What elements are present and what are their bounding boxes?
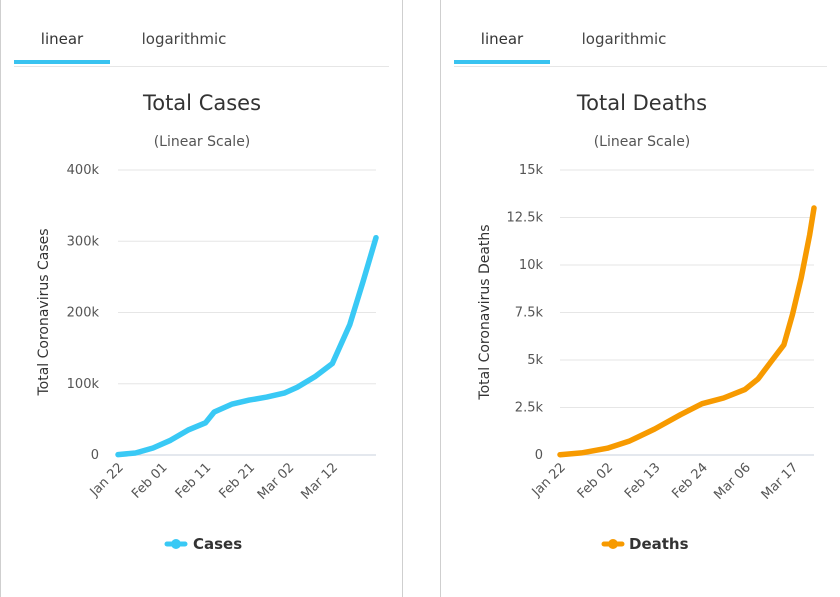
y-tick-label: 400k (67, 163, 100, 178)
chart-title: Total Deaths (576, 91, 707, 115)
tab-logarithmic[interactable]: logarithmic (141, 30, 227, 48)
legend[interactable]: Cases (164, 535, 242, 553)
x-tick-label: Mar 06 (711, 460, 754, 503)
y-tick-label: 15k (519, 163, 544, 178)
chart-title: Total Cases (142, 91, 261, 115)
y-tick-label: 5k (527, 353, 543, 368)
y-tick-label: 200k (67, 306, 100, 321)
tab-linear[interactable]: linear (454, 22, 550, 64)
grid-lines (118, 169, 376, 456)
y-axis-ticks: 0 100k 200k 300k 400k (67, 163, 100, 463)
x-tick-label: Mar 12 (299, 460, 342, 503)
x-tick-label: Feb 24 (669, 460, 711, 502)
series-line-deaths[interactable] (557, 205, 817, 458)
y-tick-label: 100k (67, 377, 100, 392)
scale-tabs: linear logarithmic (454, 22, 827, 67)
tab-logarithmic[interactable]: logarithmic (581, 30, 667, 48)
y-tick-label: 0 (91, 448, 99, 463)
grid-lines (560, 169, 814, 456)
y-axis-ticks: 0 2.5k 5k 7.5k 10k 12.5k 15k (507, 163, 544, 463)
y-axis-label: Total Coronavirus Deaths (477, 224, 493, 400)
x-tick-label: Feb 13 (622, 460, 664, 502)
y-tick-label: 300k (67, 234, 100, 249)
deaths-chart-panel: linear logarithmic Total Deaths (Linear … (440, 0, 840, 597)
plot-area (115, 234, 379, 458)
chart-subtitle: (Linear Scale) (154, 134, 251, 150)
legend-marker-cases (171, 539, 181, 549)
series-line-cases[interactable] (115, 234, 379, 458)
x-tick-label: Mar 02 (255, 460, 298, 503)
tab-linear[interactable]: linear (14, 22, 110, 64)
y-tick-label: 10k (519, 258, 544, 273)
legend-marker-deaths (608, 539, 618, 549)
legend-label-cases: Cases (193, 535, 242, 553)
x-tick-label: Feb 21 (217, 460, 259, 502)
scale-tabs: linear logarithmic (14, 22, 389, 67)
y-axis-label: Total Coronavirus Cases (36, 228, 52, 396)
cases-chart: Total Cases (Linear Scale) Total Coronav… (36, 91, 379, 553)
y-tick-label: 2.5k (515, 401, 544, 416)
x-tick-label: Mar 17 (759, 460, 802, 503)
x-tick-label: Jan 22 (87, 460, 127, 500)
y-tick-label: 12.5k (507, 211, 544, 226)
x-tick-label: Feb 11 (173, 460, 215, 502)
cases-chart-panel: linear logarithmic Total Cases (Linear S… (0, 0, 403, 597)
y-tick-label: 7.5k (515, 306, 544, 321)
plot-area (557, 205, 817, 458)
legend-label-deaths: Deaths (629, 535, 689, 553)
deaths-chart: Total Deaths (Linear Scale) Total Corona… (477, 91, 817, 553)
x-axis-ticks: Jan 22 Feb 02 Feb 13 Feb 24 Mar 06 Mar 17 (529, 460, 802, 503)
x-tick-label: Feb 01 (129, 460, 171, 502)
legend[interactable]: Deaths (601, 535, 689, 553)
x-tick-label: Jan 22 (529, 460, 569, 500)
chart-subtitle: (Linear Scale) (594, 134, 691, 150)
x-tick-label: Feb 02 (575, 460, 617, 502)
y-tick-label: 0 (535, 448, 543, 463)
